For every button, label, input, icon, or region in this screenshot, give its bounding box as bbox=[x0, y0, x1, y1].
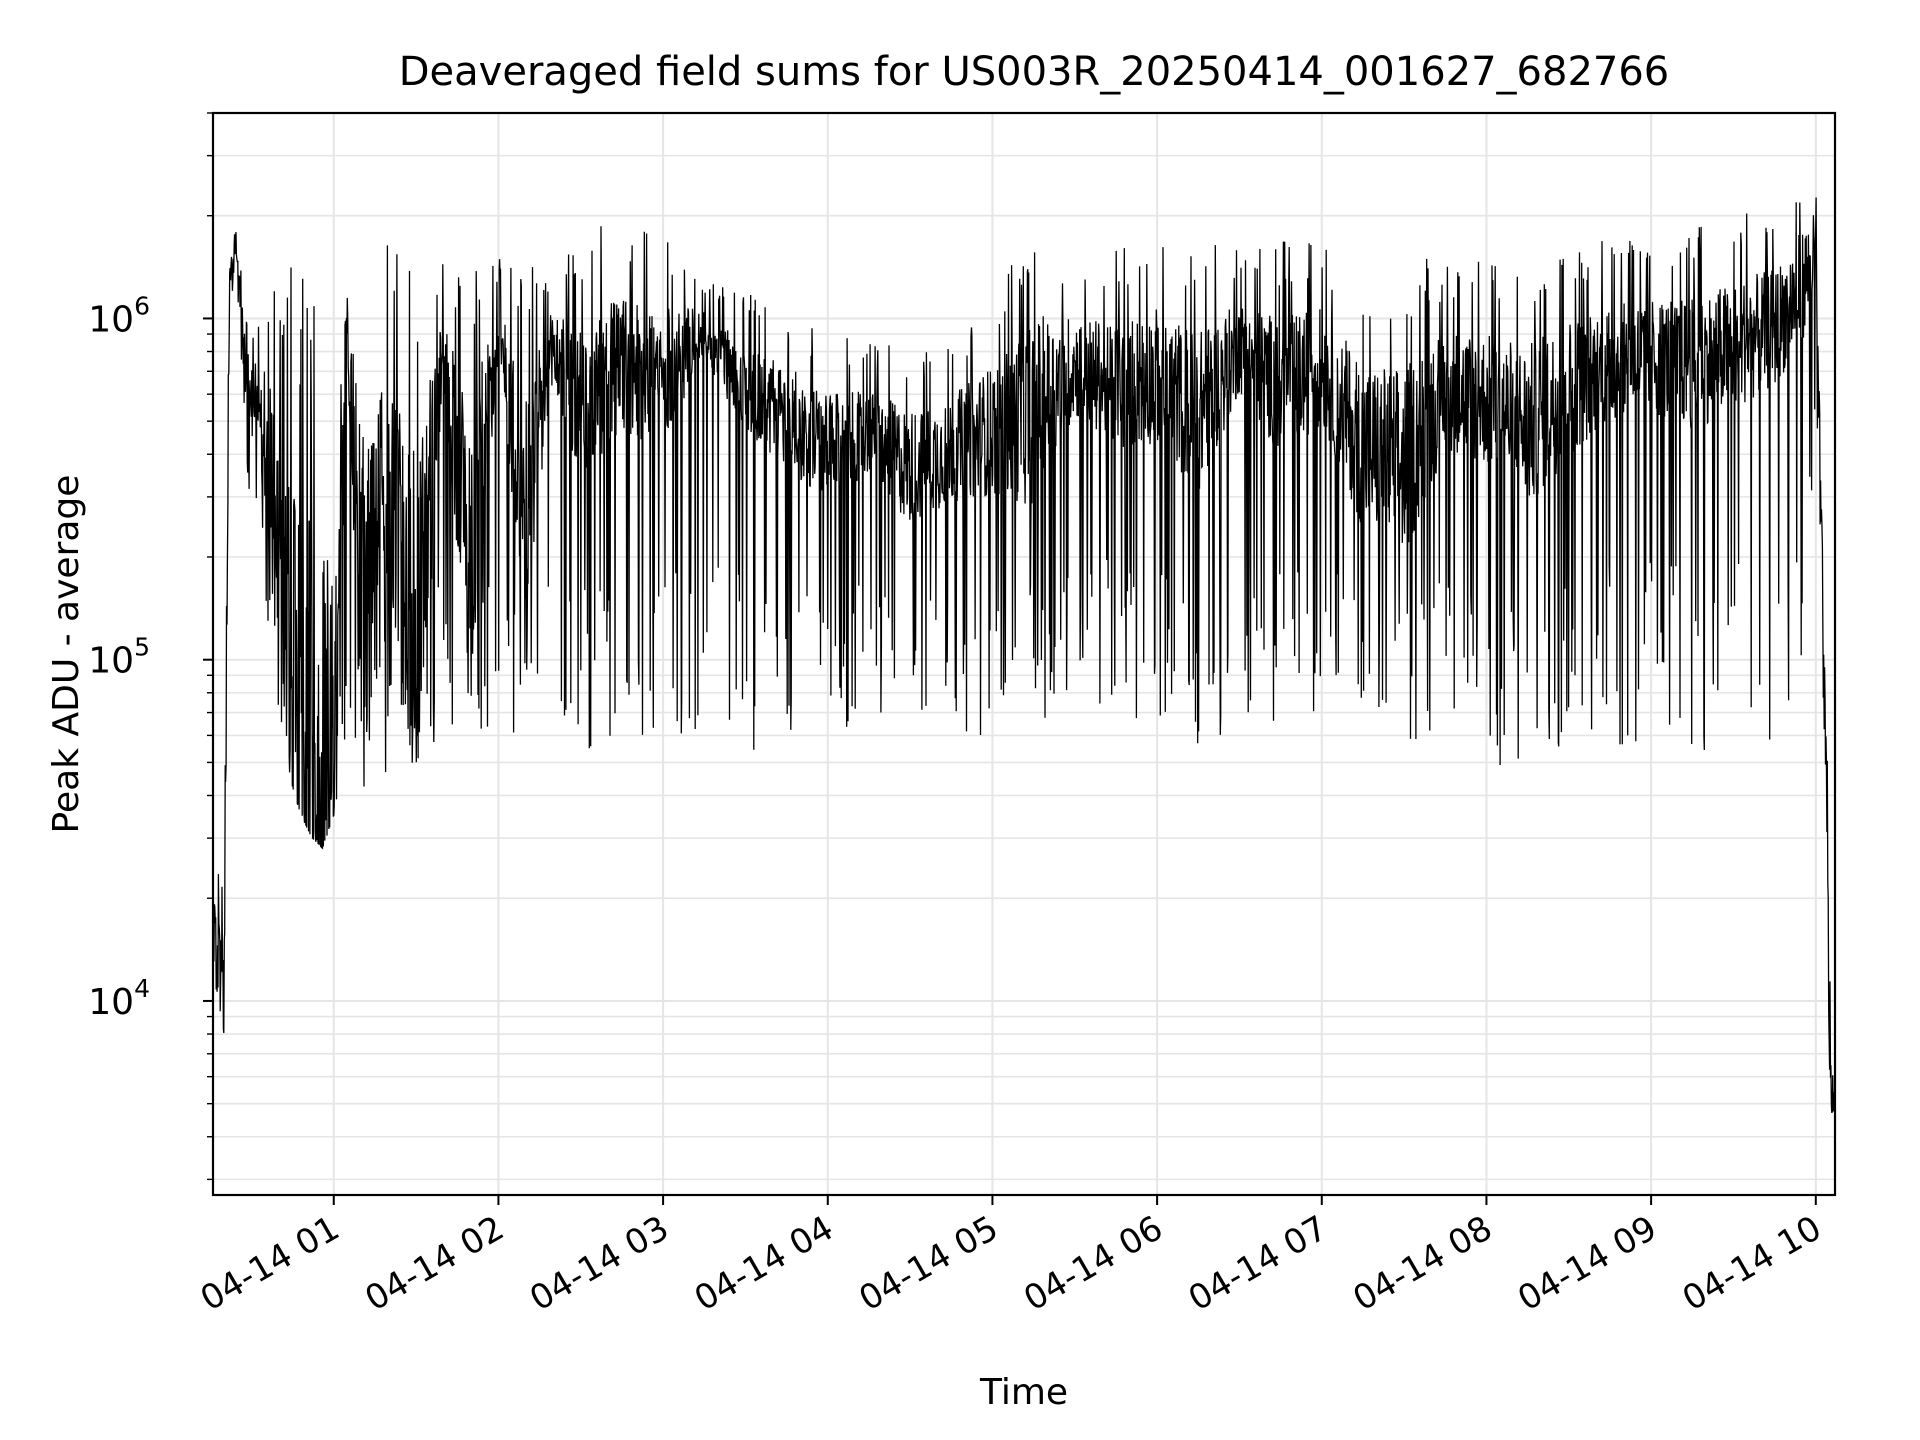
x-tick-label: 04-14 08 bbox=[1347, 1208, 1499, 1319]
x-tick-label: 04-14 06 bbox=[1017, 1208, 1169, 1319]
x-tick-label: 04-14 05 bbox=[853, 1208, 1005, 1319]
x-tick-label: 04-14 04 bbox=[688, 1208, 840, 1319]
y-tick-label: 104 bbox=[88, 974, 150, 1023]
x-tick-label: 04-14 03 bbox=[523, 1208, 675, 1319]
series-line bbox=[212, 197, 1836, 1114]
x-tick-label: 04-14 01 bbox=[194, 1208, 346, 1319]
x-tick-label: 04-14 07 bbox=[1182, 1208, 1334, 1319]
y-tick-label: 106 bbox=[88, 291, 150, 340]
x-tick-label: 04-14 02 bbox=[359, 1208, 511, 1319]
y-axis: 104 105 106 bbox=[88, 112, 213, 1181]
plot-frame bbox=[211, 111, 1837, 1197]
x-axis: 04-14 01 04-14 02 04-14 03 04-14 04 04-14 05… bbox=[194, 1195, 1828, 1319]
x-tick-label: 04-14 10 bbox=[1676, 1208, 1828, 1319]
x-axis-label: Time bbox=[979, 1372, 1068, 1413]
y-tick-label: 105 bbox=[88, 633, 150, 682]
series-group bbox=[212, 197, 1836, 1114]
chart-title: Deaveraged field sums for US003R_2025041… bbox=[399, 49, 1670, 95]
y-axis-label: Peak ADU - average bbox=[46, 475, 87, 834]
x-tick-label: 04-14 09 bbox=[1511, 1208, 1663, 1319]
